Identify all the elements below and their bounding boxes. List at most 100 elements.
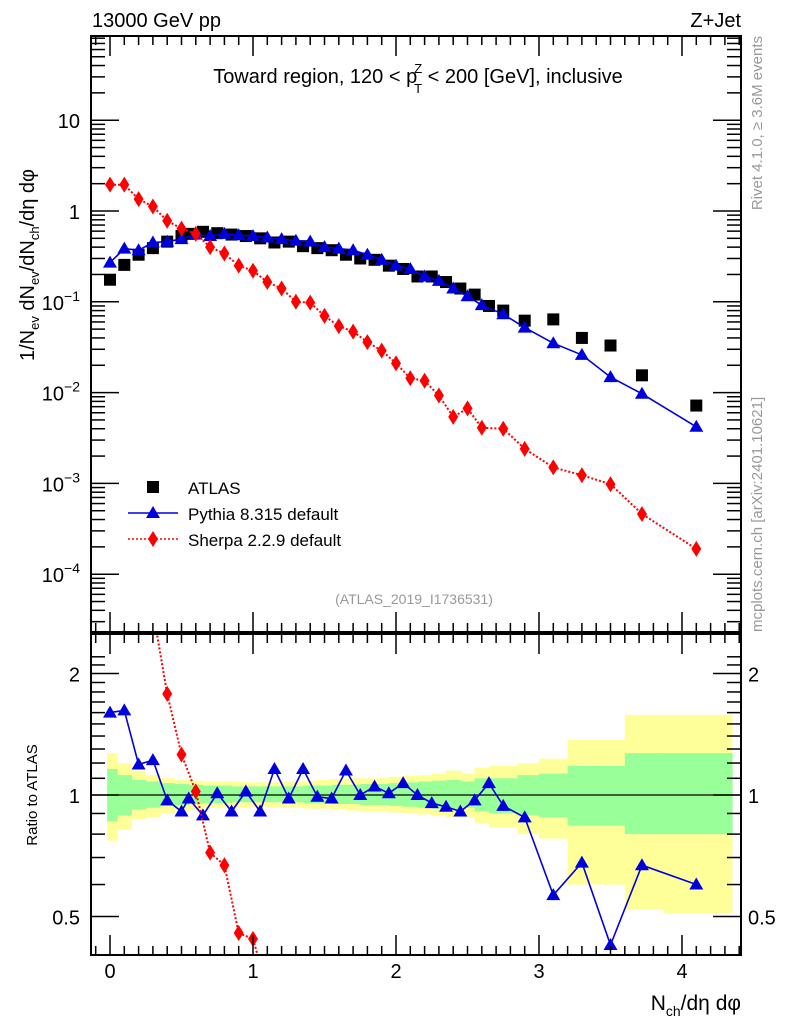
main-diamond-point [248,262,258,279]
ratio-triangle-point [689,877,704,890]
ratio-triangle-point [195,808,210,821]
main-triangle-point [117,241,132,254]
main-diamond-point [290,293,301,310]
y-tick-exp: −4 [64,560,80,576]
main-diamond-point [162,212,173,229]
legend-square-icon [147,481,159,493]
ratio-triangle-point [131,757,146,770]
ratio-y-tick-label-right: 1 [748,786,759,808]
main-triangle-point [474,298,489,311]
main-triangle-point [346,243,361,256]
ratio-triangle-point [546,888,561,901]
ratio-triangle-point [574,855,589,868]
ratio-triangle-point [410,788,425,800]
main-triangle-point [574,347,589,360]
x-tick-label: 3 [533,961,544,983]
main-triangle-point [446,281,461,294]
ratio-triangle-point [467,793,482,806]
legend-label: ATLAS [188,479,241,498]
ratio-triangle-point [453,804,468,817]
main-triangle-line [109,233,697,428]
ratio-y-tick-label: 2 [69,665,80,687]
band-stat [663,753,733,835]
main-diamond-point [190,225,201,242]
ratio-diamond-point [233,925,244,942]
main-panel: Toward region, 120 < pZ T < 200 [GeV], in… [17,35,742,633]
main-triangle-point [689,419,704,432]
main-diamond-point [233,257,244,274]
ratio-diamond-point [162,685,173,702]
ratio-y-tick-label-right: 2 [748,665,759,687]
energy-label: 13000 GeV pp [92,10,221,32]
main-triangle-point [131,243,146,256]
ratio-y-tick-label-right: 0.5 [748,908,776,930]
title-sup: Z [414,61,422,76]
title-post: < 200 [GeV], inclusive [422,66,623,88]
main-triangle-point [517,320,532,333]
ratio-triangle-point [338,763,353,776]
main-triangle-point [174,232,189,245]
main-triangle-point [634,386,649,399]
main-square-point [118,258,131,271]
legend: ATLAS Pythia 8.315 default Sherpa 2.2.9 de… [128,479,341,550]
ratio-triangle-point [324,791,339,804]
main-diamond-point [476,419,487,436]
ratio-diamond-point [219,857,230,874]
main-diamond-point [219,245,230,262]
main-diamond-point [605,476,616,493]
main-triangle-point [496,307,511,320]
main-triangle-point [374,252,389,265]
ratio-ylabel: Ratio to ATLAS [24,744,41,845]
ratio-diamond-point [176,746,187,763]
ratio-triangle-point [603,937,618,950]
y-tick-exp: −2 [64,379,80,395]
y-tick-base: 10 [42,474,64,496]
ratio-triangle-point [367,779,382,792]
ylabel-part: /dN [17,240,39,271]
main-diamond-line [110,183,697,550]
ratio-triangle-point [634,858,649,871]
main-square-point [547,313,560,326]
ratio-triangle-point [496,798,511,811]
ylabel-part: dN [17,285,39,316]
main-diamond-point [376,342,387,359]
main-diamond-point [105,176,115,193]
main-triangle-point [603,370,618,383]
main-diamond-point [147,198,158,215]
main-diamond-point [133,191,144,208]
main-diamond-point [319,307,330,324]
ratio-triangle-point [481,776,496,789]
main-diamond-point [362,334,373,351]
main-triangle-point [160,234,175,247]
main-square-point [690,399,703,412]
ratio-triangle-point [210,786,225,799]
main-triangle-point [145,235,160,248]
ratio-triangle-point [353,788,368,800]
ratio-triangle-point [160,793,175,806]
legend-label: Sherpa 2.2.9 default [188,531,341,550]
main-square-point [104,273,116,286]
main-title: Toward region, 120 < pZ T < 200 [GeV], in… [213,61,623,96]
y-tick-exp: −1 [64,288,80,304]
y-tick-label: 10−1 [42,288,80,315]
main-diamond-point [576,467,587,484]
main-triangle-point [203,229,218,242]
ratio-y-tick-label: 1 [69,786,80,808]
xlabel-part: N [651,992,666,1015]
ratio-triangle-point [424,796,439,809]
main-triangle-point [360,247,375,260]
ratio-triangle-point [103,705,117,718]
main-diamond-point [636,506,647,523]
main-diamond-point [205,239,216,256]
ratio-y-tick-label: 0.5 [52,908,80,930]
ratio-triangle-point [396,776,411,789]
ratio-diamond-point [190,783,201,800]
legend-label: Pythia 8.315 default [188,505,339,524]
legend-diamond-icon [148,531,158,547]
y-tick-base: 10 [42,384,64,406]
main-diamond-point [333,318,344,335]
main-diamond-point [519,440,530,457]
main-diamond-point [448,408,459,425]
watermark: (ATLAS_2019_I1736531) [335,591,493,607]
